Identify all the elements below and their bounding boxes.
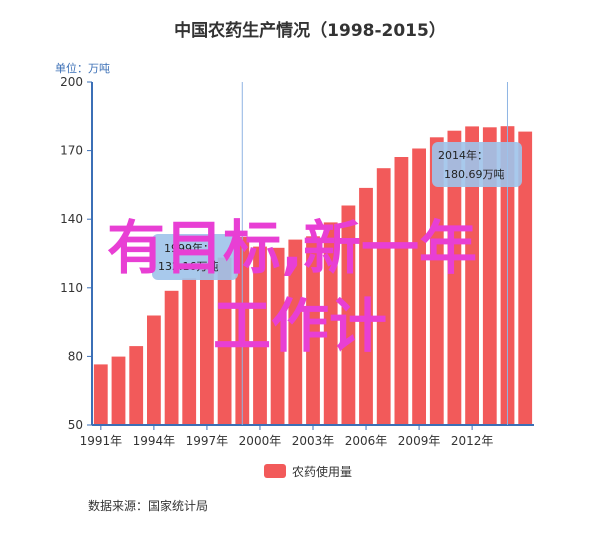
bar	[323, 222, 338, 425]
unit-label: 单位：万吨	[55, 61, 110, 75]
bar	[111, 356, 126, 425]
x-tick-label: 2003年	[292, 434, 335, 448]
legend-swatch	[264, 464, 286, 478]
bar	[376, 168, 391, 425]
bar	[465, 126, 479, 426]
bar	[129, 346, 144, 425]
bar	[253, 246, 267, 425]
chart-title: 中国农药生产情况（1998-2015）	[174, 20, 446, 41]
overlay-line2: 工作计	[213, 292, 387, 360]
x-tick-label: 1997年	[186, 434, 229, 448]
x-tick-label: 2009年	[398, 434, 441, 448]
legend[interactable]: 农药使用量	[264, 464, 352, 479]
x-tick-label: 2012年	[451, 434, 494, 448]
bar	[147, 315, 161, 425]
tooltip-line2: 180.69万吨	[444, 168, 505, 181]
bar	[270, 247, 285, 425]
source-note: 数据来源：国家统计局	[88, 498, 208, 513]
legend-label: 农药使用量	[292, 464, 352, 479]
bar	[394, 157, 409, 425]
bar-series	[93, 126, 533, 426]
bar	[359, 187, 373, 425]
tooltip-line1: 1999年：	[164, 241, 214, 255]
bar	[200, 266, 214, 425]
x-tick-label: 2000年	[239, 434, 282, 448]
bar	[306, 236, 320, 425]
x-tick-label: 2006年	[345, 434, 388, 448]
crosshair-lines	[241, 82, 508, 425]
bar	[482, 127, 497, 426]
y-tick-label: 50	[68, 418, 83, 432]
y-tick-label: 140	[60, 212, 83, 226]
bar	[518, 131, 533, 425]
bar	[447, 130, 462, 425]
y-tick-label: 170	[60, 144, 83, 158]
bar	[164, 290, 179, 425]
x-tick-label: 1994年	[133, 434, 176, 448]
x-tick-label: 1991年	[80, 434, 123, 448]
bar	[93, 364, 108, 425]
y-tick-label: 200	[60, 75, 83, 89]
tooltip-1999: 1999年： 132.16万吨	[152, 234, 238, 280]
tooltip-line1: 2014年：	[438, 148, 488, 162]
bar	[412, 148, 426, 425]
tooltip-line2: 132.16万吨	[158, 260, 219, 273]
bar	[341, 205, 356, 425]
y-tick-label: 110	[60, 281, 83, 295]
x-axis: 1991年 1994年 1997年 2000年 2003年 2006年 2009年 2012年	[80, 424, 534, 448]
bar	[217, 257, 232, 425]
bar	[429, 137, 444, 426]
overlay-text: 有目标,新一年 工作计	[107, 214, 477, 360]
overlay-line1: 有目标,新一年	[107, 214, 477, 282]
bar	[182, 278, 197, 425]
y-axis: 50 80 110 140 170 200	[60, 75, 93, 432]
tooltip-2014: 2014年： 180.69万吨	[432, 142, 522, 187]
tooltip-box	[152, 234, 238, 280]
tooltip-box	[432, 142, 522, 187]
y-tick-label: 80	[68, 349, 83, 363]
bar	[288, 239, 303, 425]
